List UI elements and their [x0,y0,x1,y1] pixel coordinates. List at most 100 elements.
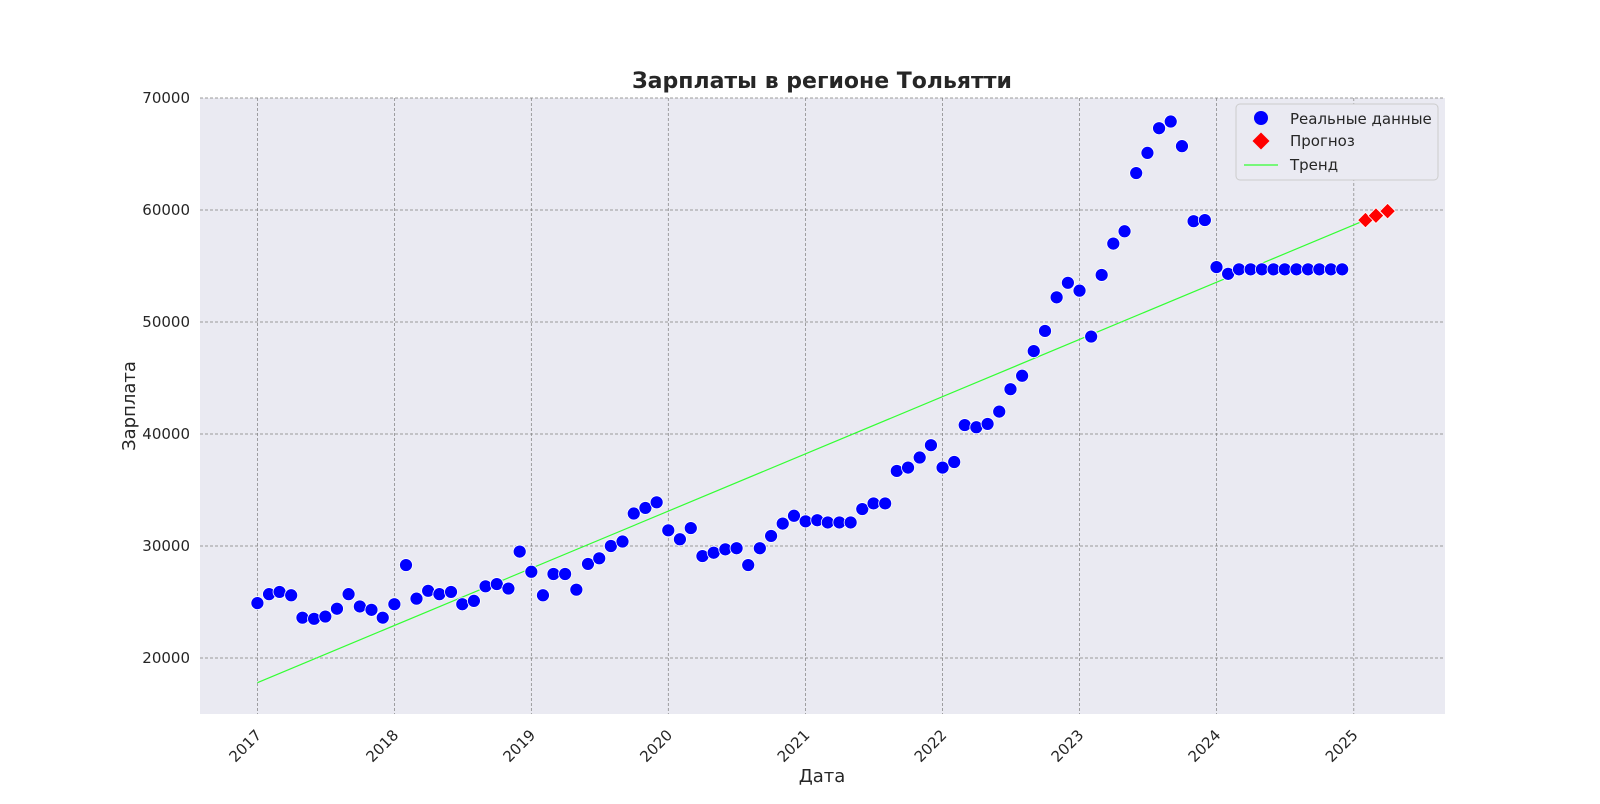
x-tick-label: 2024 [1185,726,1225,766]
actual-data-point [912,450,927,465]
x-tick-label: 2018 [362,726,402,766]
actual-data-point [729,541,744,556]
actual-data-point [673,532,687,547]
legend-actual-label: Реальные данные [1290,110,1432,128]
actual-data-point [924,438,938,453]
legend-box [1235,103,1439,181]
actual-data-point [295,610,310,625]
x-tick-label: 2017 [226,726,266,766]
actual-data-point [387,597,402,612]
actual-data-point [752,541,767,556]
actual-data-point [820,515,835,530]
actual-data-point [787,508,801,523]
x-tick-label: 2023 [1048,726,1088,766]
x-tick-label: 2020 [636,726,676,766]
actual-data-point [1015,368,1030,383]
actual-data-point [1084,329,1099,344]
actual-data-point [284,588,299,603]
actual-data-point [318,609,333,624]
actual-data-point [1289,262,1304,277]
actual-data-point [878,496,893,511]
y-tick-label: 70000 [142,89,190,107]
actual-data-point [250,596,265,611]
actual-data-point [364,602,379,617]
y-tick-labels: 20000 30000 40000 50000 60000 70000 [142,89,190,667]
actual-data-point [592,551,607,566]
actual-data-point [992,404,1007,419]
actual-data-point [775,516,790,531]
actual-data-point [1129,166,1144,180]
actual-data-point [1232,262,1246,277]
actual-data-point [935,460,950,475]
actual-data-point [455,597,470,612]
actual-data-point [1003,382,1018,397]
x-tick-label: 2021 [774,726,814,766]
x-tick-label: 2019 [499,726,539,766]
actual-data-point [901,460,915,475]
chart-title: Зарплаты в регионе Тольятти [632,69,1012,94]
actual-data-point [626,506,641,521]
actual-data-point [661,523,676,538]
y-tick-label: 40000 [142,425,190,443]
actual-data-point [536,588,550,603]
actual-data-point [1140,145,1155,160]
actual-data-point [409,591,424,606]
actual-data-point [375,610,390,625]
plot-area [200,98,1445,714]
x-tick-label: 2022 [911,726,951,766]
actual-data-point [546,567,561,581]
actual-data-point [980,417,995,431]
actual-data-point [478,579,493,594]
y-tick-label: 60000 [142,201,190,219]
actual-data-point [307,611,321,626]
trend-layer [257,219,1366,684]
actual-data-point [1175,139,1189,154]
actual-data-point [798,514,813,529]
actual-data-point [1060,275,1075,290]
actual-data-point [741,558,756,572]
actual-data-point [706,545,721,560]
actual-data-point [1254,262,1269,277]
actual-data-point [603,539,618,553]
actual-data-point [1312,262,1327,277]
actual-data-point [957,418,972,432]
actual-data-point [1038,324,1052,338]
actual-data-point [1072,283,1087,298]
trend-line [257,219,1366,684]
actual-data-point [1209,260,1224,275]
actual-data-point [866,496,881,511]
x-axis-label: Дата [799,766,846,787]
actual-data-point [638,501,653,515]
actual-data-point [1277,262,1292,277]
actual-data-point [352,599,367,614]
actual-data-point [341,587,356,602]
actual-data-point [1163,114,1178,129]
legend-forecast-label: Прогноз [1290,132,1355,150]
actual-data-point [272,585,287,599]
x-tick-labels: 2017 2018 2019 2020 2021 2022 2023 2024 2025 [226,726,1362,766]
actual-data-point [581,557,595,571]
points-layer [250,114,1350,626]
actual-data-point [467,593,481,608]
actual-data-point [1335,262,1350,277]
actual-data-point [1197,213,1212,227]
actual-data-point [1106,236,1121,251]
actual-data-point [615,534,630,549]
actual-data-point [524,564,539,579]
actual-data-point [1049,290,1064,305]
actual-data-point [489,577,504,591]
actual-data-point [843,515,858,530]
y-tick-label: 50000 [142,313,190,331]
actual-data-point [947,455,962,469]
actual-data-point [558,567,572,581]
actual-data-point [683,521,698,535]
y-tick-label: 30000 [142,537,190,555]
grid-layer [200,97,1445,714]
legend: Реальные данные Прогноз Тренд [1235,103,1439,181]
y-tick-label: 20000 [142,649,190,667]
actual-data-point [444,585,458,599]
actual-data-point [512,544,527,559]
actual-data-point [1026,344,1041,359]
